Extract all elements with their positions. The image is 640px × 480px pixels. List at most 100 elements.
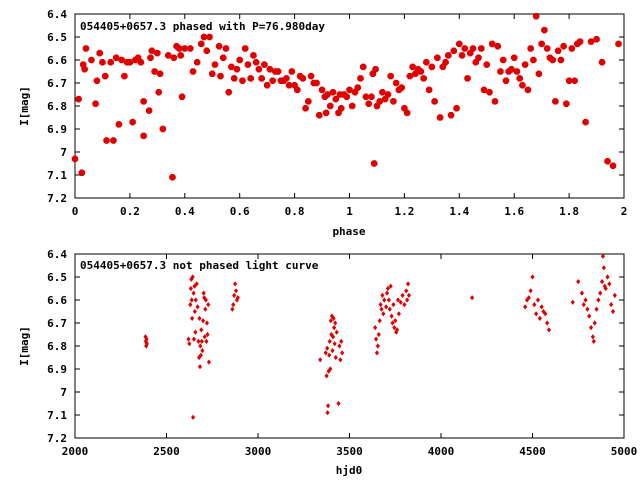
data-point: [381, 311, 386, 317]
x-axis-label: hjd0: [336, 464, 363, 477]
data-point: [193, 297, 198, 303]
data-point: [323, 350, 328, 356]
data-point: [336, 400, 341, 407]
data-point: [450, 47, 458, 55]
data-point: [340, 350, 345, 356]
data-point: [599, 279, 605, 285]
data-point: [497, 68, 504, 75]
data-point: [202, 295, 207, 301]
data-point: [384, 91, 392, 98]
data-point: [456, 40, 463, 48]
data-point: [398, 84, 405, 91]
data-point: [445, 52, 452, 59]
data-point: [211, 61, 219, 68]
data-point: [178, 93, 186, 101]
data-point: [565, 77, 573, 84]
x-axis: 2000 2500 3000 3500 4000 4500 5000: [62, 254, 637, 458]
x-tick-label: 3000: [245, 445, 272, 458]
data-point: [197, 364, 203, 370]
data-point: [537, 315, 542, 321]
data-point: [404, 288, 409, 294]
data-point: [524, 86, 532, 94]
data-point: [603, 285, 608, 292]
data-point: [203, 306, 208, 312]
y-axis-label: I[mag]: [18, 326, 31, 366]
data-point: [376, 98, 383, 105]
data-point: [140, 98, 147, 105]
data-point: [581, 302, 586, 308]
data-point: [395, 327, 400, 333]
data-point: [194, 281, 199, 287]
x-tick-label: 0: [72, 205, 79, 218]
data-point: [334, 329, 339, 335]
data-point: [384, 304, 389, 310]
data-point: [436, 114, 444, 121]
data-point: [357, 75, 364, 82]
data-point: [198, 343, 203, 349]
data-point: [239, 77, 246, 84]
data-point: [378, 302, 383, 308]
data-point: [313, 79, 320, 87]
data-point: [261, 61, 268, 68]
data-point: [187, 45, 194, 52]
data-point: [513, 68, 521, 75]
data-point: [75, 95, 82, 103]
x-axis: 0 0.2 0.4 0.6 0.8 1 1.2 1.4 1.6 1.8 2: [72, 14, 627, 218]
data-point: [169, 174, 176, 181]
x-tick-label: 2500: [153, 445, 180, 458]
data-point: [206, 302, 211, 308]
data-point: [193, 59, 201, 66]
data-point: [535, 297, 541, 303]
data-point: [396, 311, 401, 317]
data-point: [318, 357, 323, 363]
data-point: [217, 72, 224, 80]
x-tick-label: 0.4: [175, 205, 195, 218]
data-point: [541, 26, 548, 34]
data-point: [395, 297, 401, 303]
data-point: [516, 75, 523, 82]
data-point: [324, 373, 329, 379]
data-point: [288, 68, 296, 75]
data-point: [389, 313, 394, 319]
data-point: [327, 102, 334, 110]
data-point: [373, 325, 378, 331]
data-point: [307, 72, 315, 80]
data-points: [71, 13, 622, 181]
data-point: [545, 320, 550, 326]
data-point: [392, 325, 397, 331]
data-point: [189, 297, 194, 303]
data-point: [202, 334, 207, 340]
x-tick-label: 1.2: [394, 205, 414, 218]
y-tick-label: 7: [60, 146, 67, 159]
data-point: [388, 283, 393, 289]
data-point: [609, 302, 614, 308]
data-point: [203, 297, 208, 303]
data-point: [96, 49, 103, 57]
data-point: [587, 313, 592, 319]
data-point: [365, 100, 372, 107]
data-point: [324, 91, 331, 98]
data-point: [475, 54, 482, 61]
data-point: [325, 410, 330, 416]
data-point: [186, 336, 191, 342]
data-point: [274, 68, 282, 75]
data-point: [483, 61, 491, 68]
x-tick-label: 1: [346, 205, 353, 218]
data-point: [269, 77, 276, 84]
data-point: [176, 45, 183, 52]
data-point: [524, 297, 530, 303]
data-point: [612, 292, 617, 298]
data-point: [126, 59, 134, 66]
data-point: [596, 297, 601, 303]
x-tick-label: 3500: [336, 445, 363, 458]
data-point: [294, 86, 301, 94]
data-point: [144, 341, 149, 347]
data-point: [71, 155, 79, 163]
data-point: [552, 98, 559, 105]
unphased-light-curve-plot: 2000 2500 3000 3500 4000 4500 5000 6.46.56.66.…: [18, 248, 637, 477]
data-point: [231, 302, 236, 308]
data-point: [203, 47, 211, 55]
data-point: [609, 162, 617, 170]
data-point: [148, 47, 156, 55]
data-point: [187, 341, 192, 347]
